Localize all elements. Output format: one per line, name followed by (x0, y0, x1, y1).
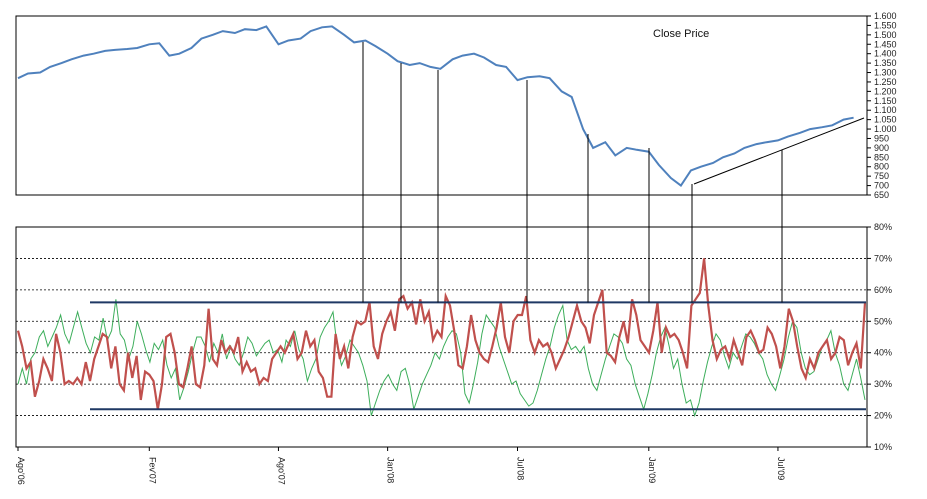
oscillator-y-tick-label: 50% (874, 316, 892, 326)
price-y-tick-label: 1.600 (874, 11, 897, 21)
price-y-tick-label: 950 (874, 133, 889, 143)
oscillator-x-tick-label: Ago'07 (276, 457, 286, 485)
oscillator-x-tick-label: Jul'08 (515, 457, 525, 480)
price-y-tick-label: 700 (874, 181, 889, 191)
price-y-tick-label: 1.500 (874, 30, 897, 40)
red-series-line (16, 258, 867, 410)
oscillator-y-tick-label: 70% (874, 253, 892, 263)
price-panel: 6507007508008509009501.0001.0501.1001.15… (15, 11, 897, 200)
peak-connector-lines (362, 42, 783, 303)
oscillator-x-tick-label: Ago'06 (16, 457, 26, 485)
price-y-tick-label: 800 (874, 162, 889, 172)
oscillator-y-tick-label: 20% (874, 411, 892, 421)
price-y-tick-label: 1.300 (874, 68, 897, 78)
price-y-tick-label: 1.250 (874, 77, 897, 87)
price-series-line (17, 25, 854, 188)
price-y-tick-label: 1.400 (874, 49, 897, 59)
price-y-tick-label: 850 (874, 152, 889, 162)
oscillator-x-axis: Ago'06 Fev'07 Ago'07 Jan'08 Jul'08 Jan'09 Jul'… (16, 447, 786, 485)
green-series-line (17, 299, 866, 418)
price-y-tick-label: 1.350 (874, 58, 897, 68)
price-y-tick-label: 1.050 (874, 115, 897, 125)
price-y-tick-label: 1.200 (874, 86, 897, 96)
price-y-tick-label: 1.100 (874, 105, 897, 115)
price-y-tick-label: 1.000 (874, 124, 897, 134)
price-y-tick-label: 1.150 (874, 96, 897, 106)
oscillator-x-tick-label: Fev'07 (147, 457, 157, 484)
price-y-tick-label: 650 (874, 190, 889, 200)
price-trendline (693, 117, 865, 185)
oscillator-y-tick-label: 60% (874, 285, 892, 295)
oscillator-y-tick-label: 40% (874, 348, 892, 358)
oscillator-y-axis: 10% 20% 30% 40% 50% 60% 70% 80% (867, 222, 892, 452)
price-y-tick-label: 750 (874, 171, 889, 181)
oscillator-y-tick-label: 10% (874, 442, 892, 452)
price-y-axis: 6507007508008509009501.0001.0501.1001.15… (867, 11, 897, 200)
oscillator-x-tick-label: Jan'08 (386, 457, 396, 483)
oscillator-y-tick-label: 80% (874, 222, 892, 232)
reference-lines (90, 301, 866, 411)
oscillator-x-tick-label: Jul'09 (776, 457, 786, 480)
price-plot-frame (15, 15, 868, 196)
price-y-tick-label: 1.550 (874, 20, 897, 30)
price-chart-title: Close Price (653, 28, 709, 40)
price-y-tick-label: 900 (874, 143, 889, 153)
oscillator-panel: 10%20%30%40%50%60%70%80% Ago'06 Fev'07 Ago… (15, 222, 892, 485)
oscillator-y-tick-label: 30% (874, 379, 892, 389)
oscillator-x-tick-label: Jan'09 (647, 457, 657, 483)
price-y-tick-label: 1.450 (874, 39, 897, 49)
